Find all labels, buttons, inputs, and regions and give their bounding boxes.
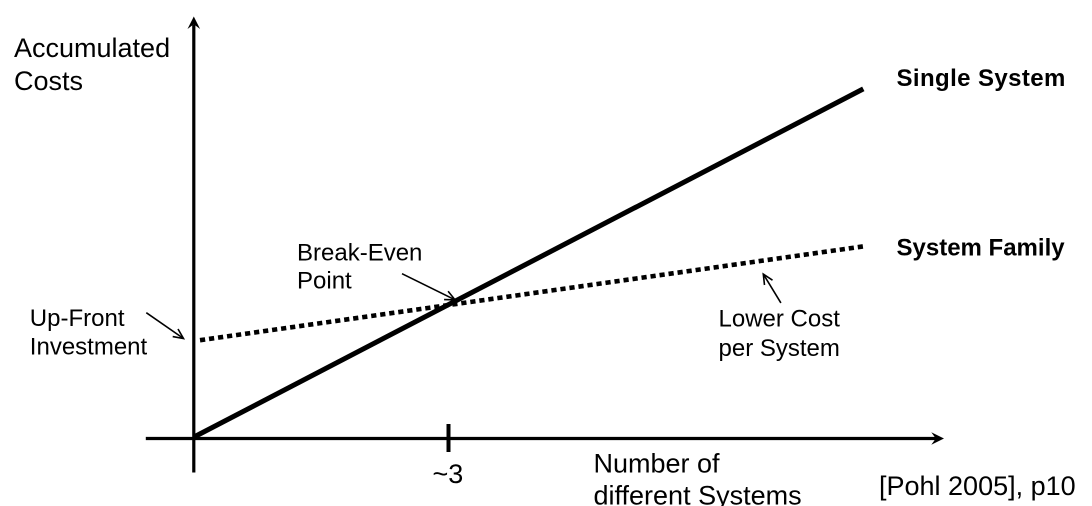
- svg-text:Up-Front: Up-Front: [30, 305, 125, 332]
- svg-text:Single System: Single System: [897, 65, 1066, 92]
- svg-text:Number of: Number of: [594, 448, 721, 478]
- svg-text:different Systems: different Systems: [594, 480, 802, 506]
- svg-text:Break-Even: Break-Even: [297, 239, 422, 266]
- svg-text:Lower Cost: Lower Cost: [719, 306, 841, 333]
- svg-text:Point: Point: [297, 268, 352, 295]
- svg-text:Investment: Investment: [30, 334, 148, 361]
- svg-text:Accumulated: Accumulated: [14, 33, 170, 63]
- svg-text:Costs: Costs: [14, 66, 83, 96]
- svg-text:[Pohl 2005], p10: [Pohl 2005], p10: [879, 471, 1076, 501]
- svg-text:per System: per System: [719, 335, 840, 362]
- svg-text:System Family: System Family: [897, 235, 1066, 262]
- svg-text:~3: ~3: [433, 459, 464, 489]
